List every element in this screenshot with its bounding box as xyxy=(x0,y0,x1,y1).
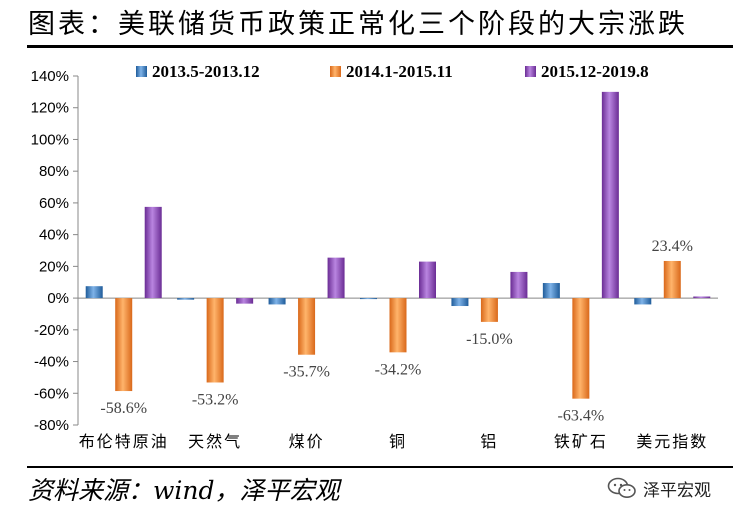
bar xyxy=(360,298,377,300)
wechat-icon xyxy=(607,477,636,498)
bar xyxy=(327,257,345,299)
bar xyxy=(419,261,436,299)
y-tick-label: 60% xyxy=(39,195,69,212)
y-tick-label: 100% xyxy=(31,131,69,148)
bar xyxy=(115,298,133,392)
x-category-label: 天然气 xyxy=(188,432,242,451)
bar xyxy=(480,298,498,322)
page-title: 图表：美联储货币政策正常化三个阶段的大宗涨跌 xyxy=(28,9,688,40)
legend-label: 2015.12-2019.8 xyxy=(541,62,649,81)
y-tick-label: 120% xyxy=(31,100,69,117)
bar-chart: 140% 120% 100% 80% 60% 40% 20% 0% -20% -40% -60% -8… xyxy=(31,62,718,451)
y-tick-label: -80% xyxy=(34,417,69,434)
bar xyxy=(85,286,103,299)
bar xyxy=(206,298,224,383)
bar xyxy=(268,298,286,305)
x-category-label: 铜 xyxy=(389,432,407,451)
bar xyxy=(601,91,619,299)
y-tick-label: -20% xyxy=(34,322,69,339)
x-category-label: 铝 xyxy=(480,432,498,451)
legend-label: 2013.5-2013.12 xyxy=(152,62,260,81)
bar xyxy=(693,296,711,299)
x-category-label: 美元指数 xyxy=(636,432,708,451)
y-tick-label: -40% xyxy=(34,354,69,371)
title-divider xyxy=(27,45,733,48)
footer-divider xyxy=(27,466,733,468)
data-label: 23.4% xyxy=(652,238,693,255)
data-label: -53.2% xyxy=(192,391,239,408)
bar xyxy=(542,283,560,299)
bar xyxy=(236,298,254,304)
y-tick-label: -60% xyxy=(34,385,69,402)
x-category-label: 布伦特原油 xyxy=(79,432,169,451)
legend-swatch xyxy=(136,66,147,77)
data-label: -15.0% xyxy=(466,331,513,348)
legend-label: 2014.1-2015.11 xyxy=(346,62,453,81)
source-note: 资料来源：wind，泽平宏观 xyxy=(28,476,340,505)
bar xyxy=(144,206,162,299)
bar xyxy=(510,271,528,299)
legend-swatch xyxy=(330,66,341,77)
bar xyxy=(572,298,590,399)
data-label: -58.6% xyxy=(100,400,147,417)
watermark-text: 泽平宏观 xyxy=(643,480,711,501)
watermark: 泽平宏观 xyxy=(607,470,711,506)
bar xyxy=(177,298,195,300)
y-tick-label: 20% xyxy=(39,258,69,275)
data-label: -35.7% xyxy=(283,364,330,381)
x-category-label: 煤价 xyxy=(289,432,325,451)
legend-swatch xyxy=(525,66,536,77)
y-tick-label: 40% xyxy=(39,227,69,244)
y-tick-label: 140% xyxy=(31,68,69,85)
x-category-label: 铁矿石 xyxy=(554,432,608,451)
bar xyxy=(389,298,407,353)
bar xyxy=(451,298,469,307)
bar xyxy=(663,260,681,299)
data-label: -63.4% xyxy=(558,408,605,425)
data-label: -34.2% xyxy=(375,361,422,378)
y-tick-label: 80% xyxy=(39,163,69,180)
y-tick-label: 0% xyxy=(47,290,69,307)
bar xyxy=(634,298,652,305)
bar xyxy=(298,298,316,355)
